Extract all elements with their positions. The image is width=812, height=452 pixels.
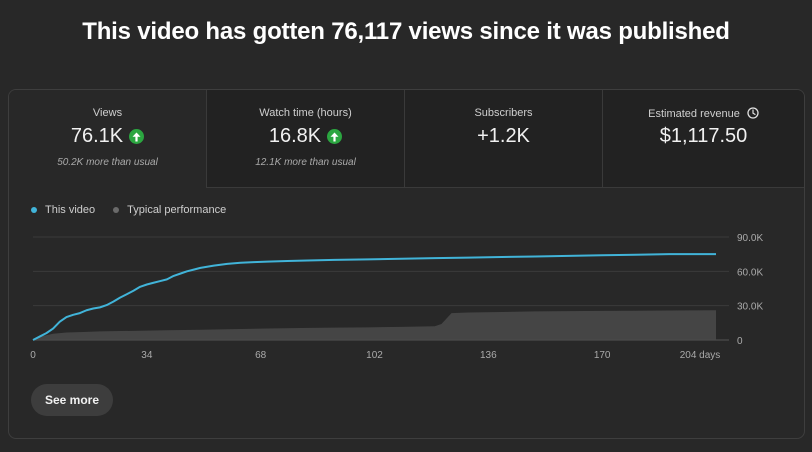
legend-swatch [31,207,37,213]
metric-title: Views [92,107,123,119]
legend-item-this-video: This video [31,204,95,216]
metric-value: $1,117.50 [659,125,748,147]
arrow-up-icon [129,129,145,144]
legend-label: Typical performance [127,204,227,216]
x-tick-label: 0 [30,350,36,361]
metric-value: 16.8K [268,125,322,147]
x-tick-label: 170 [594,350,611,361]
metric-value: +1.2K [477,125,530,147]
metric-comparison: 12.1K more than usual [255,157,356,168]
see-more-button[interactable]: See more [31,384,113,416]
metric-value: 76.1K [70,125,124,147]
x-tick-label: 204 days [680,350,721,361]
x-tick-label: 68 [255,350,267,361]
y-tick-label: 60.0K [737,267,763,278]
y-tick-label: 30.0K [737,302,763,313]
tab-watch-time[interactable]: Watch time (hours) 16.8K 12.1K more than… [207,90,405,188]
analytics-card: Views 76.1K 50.2K more than usual Watch … [8,89,805,439]
metric-title-row: Estimated revenue [603,107,804,122]
x-tick-label: 102 [366,350,383,361]
metric-value-row: $1,117.50 [603,125,804,148]
clock-icon[interactable] [747,107,759,122]
metric-title: Estimated revenue [648,108,740,120]
chart-legend: This video Typical performance [31,204,244,216]
tab-views[interactable]: Views 76.1K 50.2K more than usual [9,90,207,188]
tab-estimated-revenue[interactable]: Estimated revenue $1,117.50 [603,90,804,188]
metric-title: Subscribers [474,107,533,119]
typical-performance-area [33,310,716,340]
legend-item-typical-performance: Typical performance [113,204,226,216]
metric-value-row: 16.8K [207,125,404,148]
tab-subscribers[interactable]: Subscribers +1.2K [405,90,603,188]
y-tick-label: 90.0K [737,233,763,244]
page-headline: This video has gotten 76,117 views since… [82,18,730,45]
views-chart: 0 30.0K 60.0K 90.0K 0 34 68 102 136 170 204 days [30,233,763,361]
metric-comparison: 50.2K more than usual [57,157,158,168]
metric-tabs: Views 76.1K 50.2K more than usual Watch … [9,90,804,188]
metric-title: Watch time (hours) [259,107,352,119]
arrow-up-icon [327,129,343,144]
metric-value-row: 76.1K [9,125,206,148]
y-tick-label: 0 [737,336,743,347]
legend-swatch [113,207,120,213]
legend-label: This video [45,204,96,216]
metric-value-row: +1.2K [405,125,602,148]
this-video-line [32,253,716,341]
x-tick-label: 34 [141,350,153,361]
x-tick-label: 136 [480,350,497,361]
